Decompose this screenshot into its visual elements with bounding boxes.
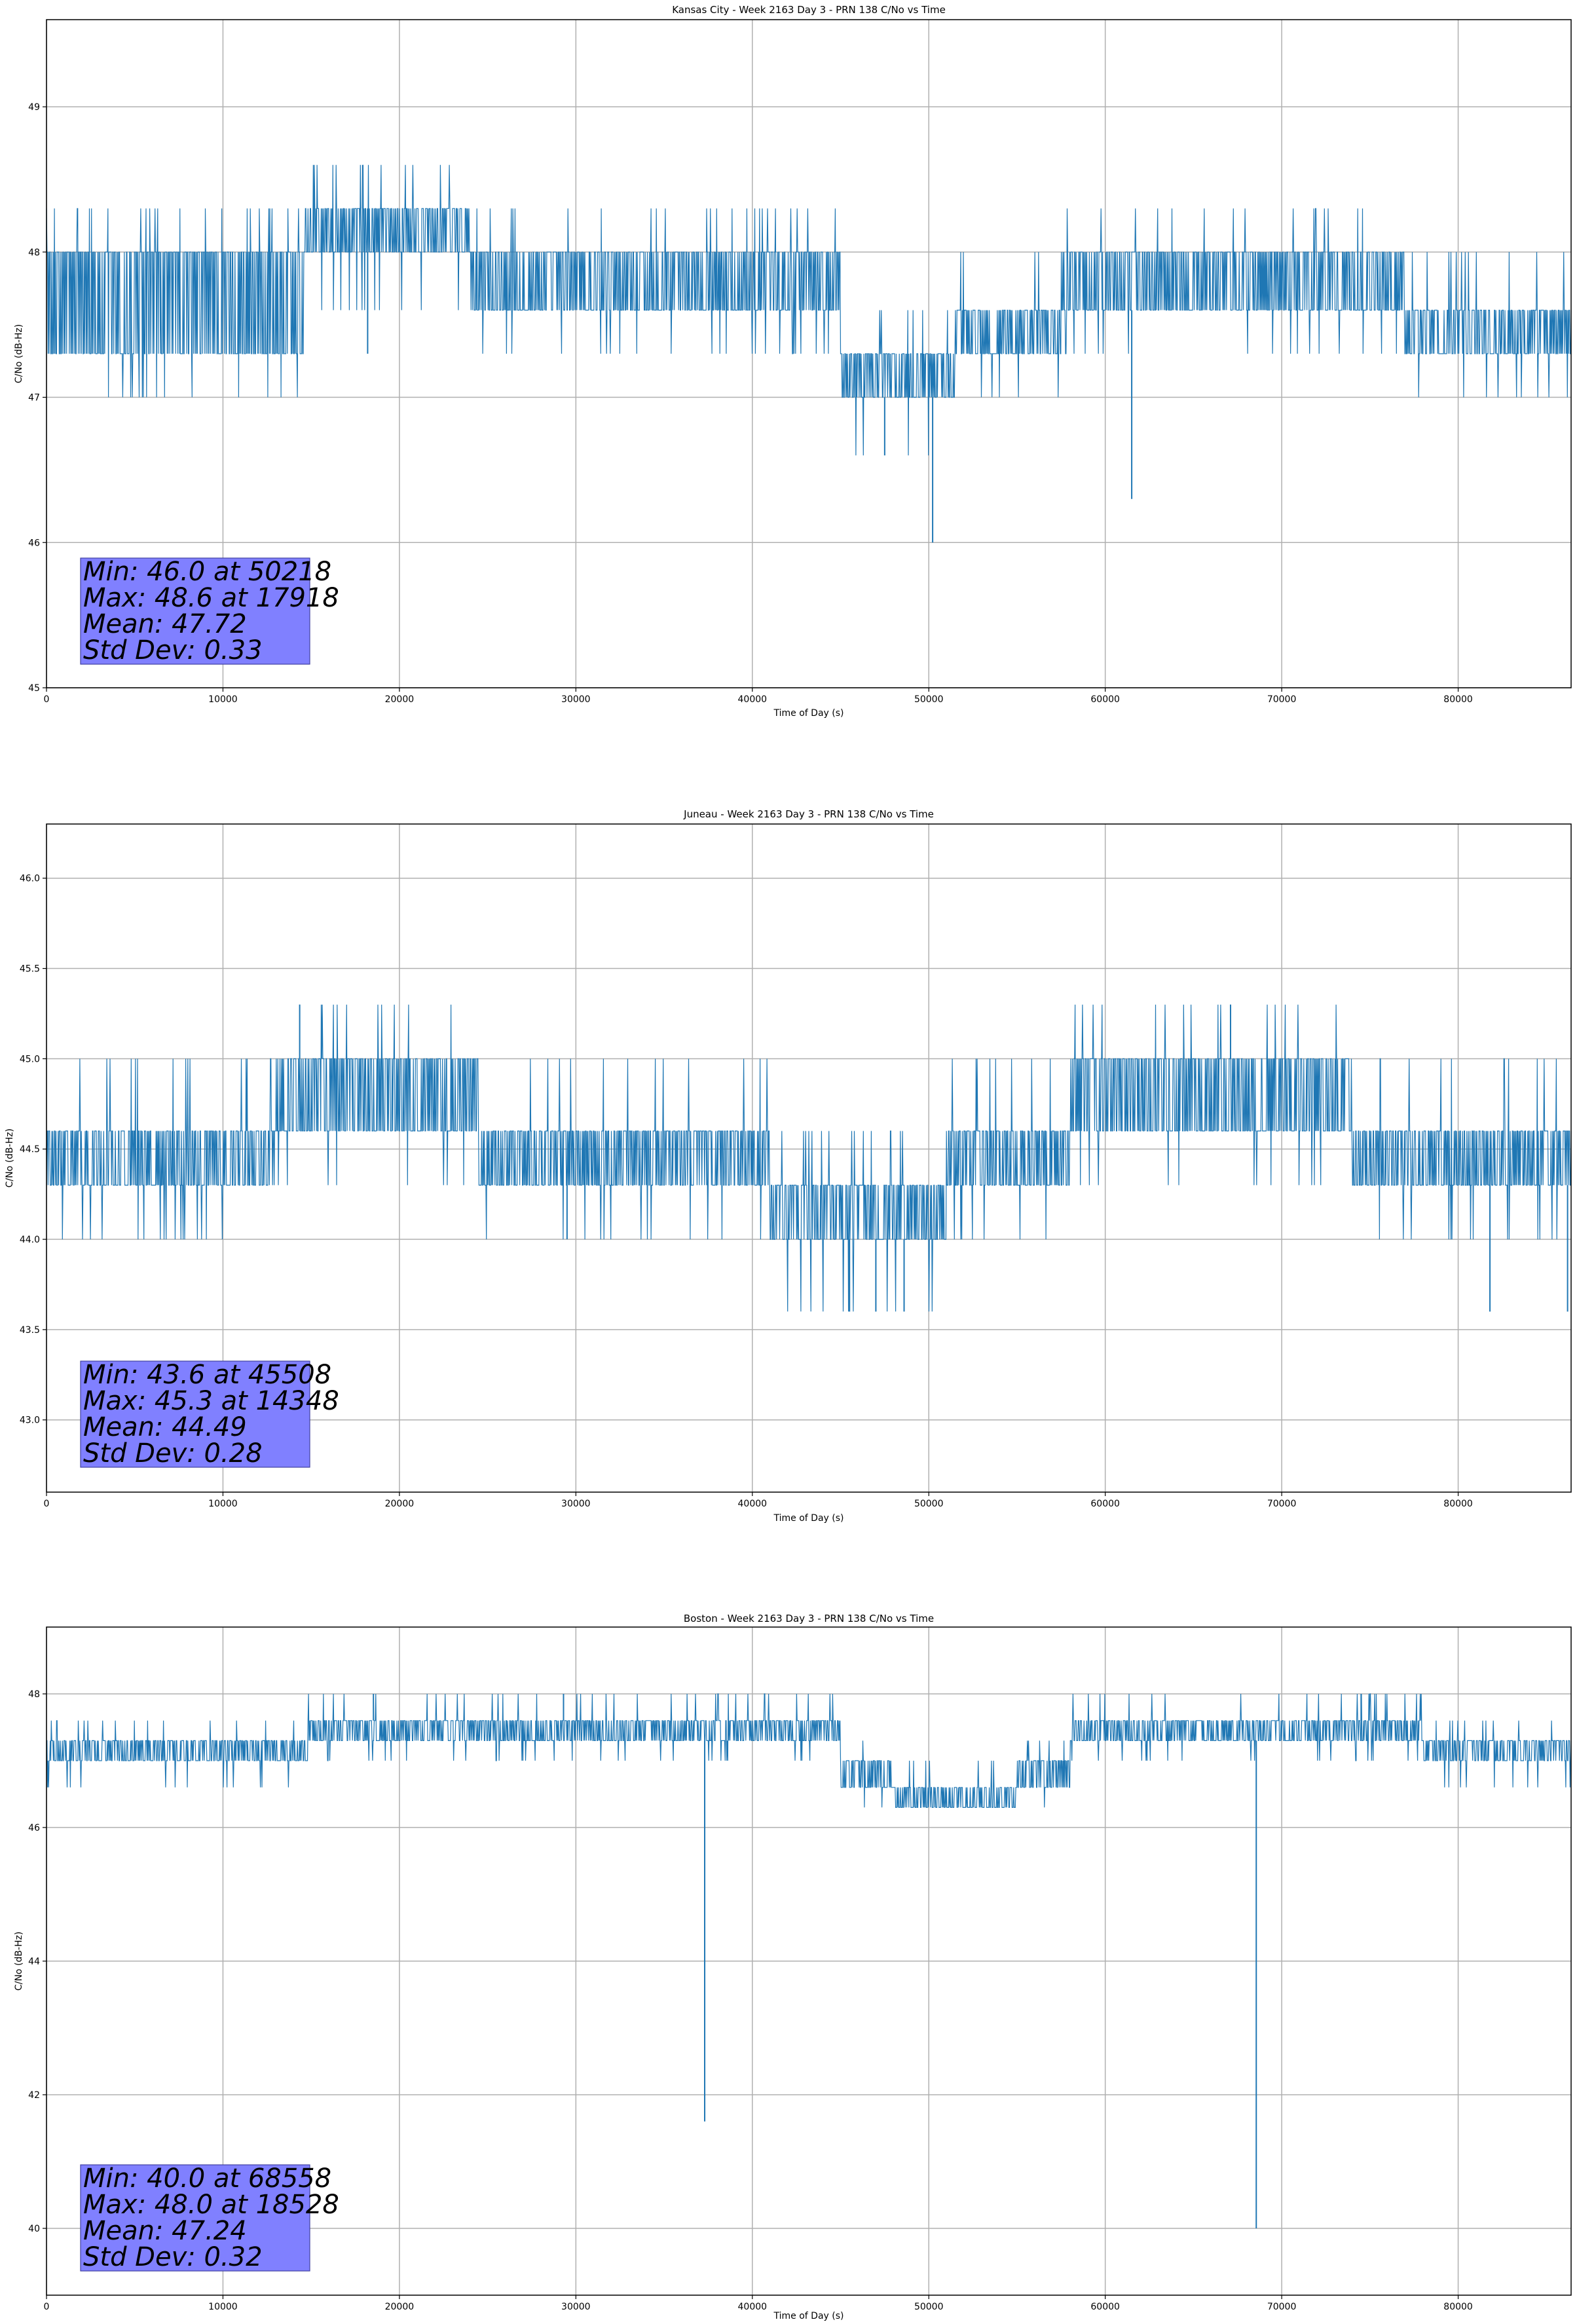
y-tick-label: 49 [28,102,40,113]
x-tick-label: 0 [44,1499,50,1509]
y-tick-label: 44.5 [20,1144,40,1155]
stats-min: Min: 40.0 at 68558 [83,2164,331,2194]
x-ticks: 0 10000 20000 30000 40000 50000 60000 70000 8000… [44,2295,1473,2312]
x-tick-label: 0 [44,2302,50,2312]
y-tick-label: 46 [28,538,40,548]
y-tick-label: 47 [28,393,40,403]
x-axis-label: Time of Day (s) [773,2311,844,2321]
y-ticks: 45 46 47 48 49 [28,102,46,694]
stats-std-dev: Std Dev: 0.28 [83,1438,263,1469]
x-tick-label: 60000 [1090,2302,1120,2312]
x-tick-label: 70000 [1267,1499,1297,1509]
stats-mean: Mean: 44.49 [83,1412,247,1442]
x-tick-label: 10000 [208,2302,238,2312]
series-line [46,164,1572,456]
x-tick-label: 70000 [1267,2302,1297,2312]
x-tick-label: 0 [44,694,50,705]
x-tick-label: 60000 [1090,1499,1120,1509]
stats-mean: Mean: 47.72 [83,609,247,639]
x-tick-label: 40000 [738,1499,768,1509]
stats-mean: Mean: 47.24 [83,2216,247,2246]
chart-title: Juneau - Week 2163 Day 3 - PRN 138 C/No … [683,808,934,820]
stats-box-background [80,557,310,665]
stats-box: Min: 46.0 at 50218 Max: 48.6 at 17918 Me… [80,557,339,665]
stats-box-background [80,2164,310,2272]
y-axis-label: C/No (dB-Hz) [14,1932,24,1991]
x-tick-label: 80000 [1443,694,1473,705]
chart-title: Kansas City - Week 2163 Day 3 - PRN 138 … [672,4,946,16]
y-tick-label: 48 [28,248,40,258]
series-layer [46,164,1572,543]
panel-boston: Boston - Week 2163 Day 3 - PRN 138 C/No … [14,1613,1572,2321]
stats-min: Min: 43.6 at 45508 [83,1360,331,1390]
stats-box: Min: 43.6 at 45508 Max: 45.3 at 14348 Me… [80,1360,339,1469]
stats-max: Max: 45.3 at 14348 [83,1386,339,1416]
y-tick-label: 42 [28,2090,40,2101]
stats-std-dev: Std Dev: 0.32 [83,2242,263,2272]
x-tick-label: 20000 [385,694,415,705]
stats-std-dev: Std Dev: 0.33 [83,635,263,665]
x-tick-label: 10000 [208,1499,238,1509]
plot-frame [46,823,1572,1493]
x-axis-label: Time of Day (s) [773,708,844,719]
x-tick-label: 70000 [1267,694,1297,705]
y-tick-label: 44.0 [20,1235,40,1245]
y-tick-label: 45 [28,683,40,694]
x-tick-label: 40000 [738,694,768,705]
y-tick-label: 45.0 [20,1054,40,1064]
x-ticks: 0 10000 20000 30000 40000 50000 60000 70000 8000… [44,688,1473,705]
x-tick-label: 30000 [561,2302,591,2312]
stats-max: Max: 48.0 at 18528 [83,2190,339,2220]
x-tick-label: 50000 [914,2302,944,2312]
y-ticks: 40 42 44 46 48 [28,1689,46,2234]
x-tick-label: 30000 [561,1499,591,1509]
y-ticks: 43.0 43.5 44.0 44.5 45.0 45.5 46.0 [20,874,46,1426]
x-tick-label: 60000 [1090,694,1120,705]
x-ticks: 0 10000 20000 30000 40000 50000 60000 70000 8000… [44,1492,1473,1509]
series-layer [46,1693,1572,2228]
y-tick-label: 40 [28,2224,40,2234]
y-tick-label: 48 [28,1689,40,1700]
series-line [46,1693,1572,1808]
x-tick-label: 30000 [561,694,591,705]
x-tick-label: 20000 [385,2302,415,2312]
stats-box-background [80,1360,310,1468]
stats-max: Max: 48.6 at 17918 [83,583,339,613]
stats-min: Min: 46.0 at 50218 [83,557,331,587]
panel-juneau: Juneau - Week 2163 Day 3 - PRN 138 C/No … [5,808,1572,1524]
x-tick-label: 50000 [914,1499,944,1509]
x-axis-label: Time of Day (s) [773,1513,844,1524]
chart-title: Boston - Week 2163 Day 3 - PRN 138 C/No … [684,1613,934,1624]
panel-kansas-city: Kansas City - Week 2163 Day 3 - PRN 138 … [14,4,1572,719]
y-tick-label: 45.5 [20,964,40,975]
x-tick-label: 20000 [385,1499,415,1509]
y-tick-label: 43.5 [20,1325,40,1336]
y-tick-label: 44 [28,1957,40,1967]
y-axis-label: C/No (dB-Hz) [5,1129,15,1188]
y-tick-label: 43.0 [20,1415,40,1426]
stats-box: Min: 40.0 at 68558 Max: 48.0 at 18528 Me… [80,2164,339,2272]
x-tick-label: 80000 [1443,1499,1473,1509]
y-tick-label: 46.0 [20,874,40,884]
x-tick-label: 80000 [1443,2302,1473,2312]
x-tick-label: 10000 [208,694,238,705]
y-tick-label: 46 [28,1823,40,1833]
x-tick-label: 40000 [738,2302,768,2312]
series-layer [46,1004,1572,1312]
y-axis-label: C/No (dB-Hz) [14,324,24,383]
plot-frame [46,19,1572,688]
x-tick-label: 50000 [914,694,944,705]
series-line [46,1004,1572,1312]
